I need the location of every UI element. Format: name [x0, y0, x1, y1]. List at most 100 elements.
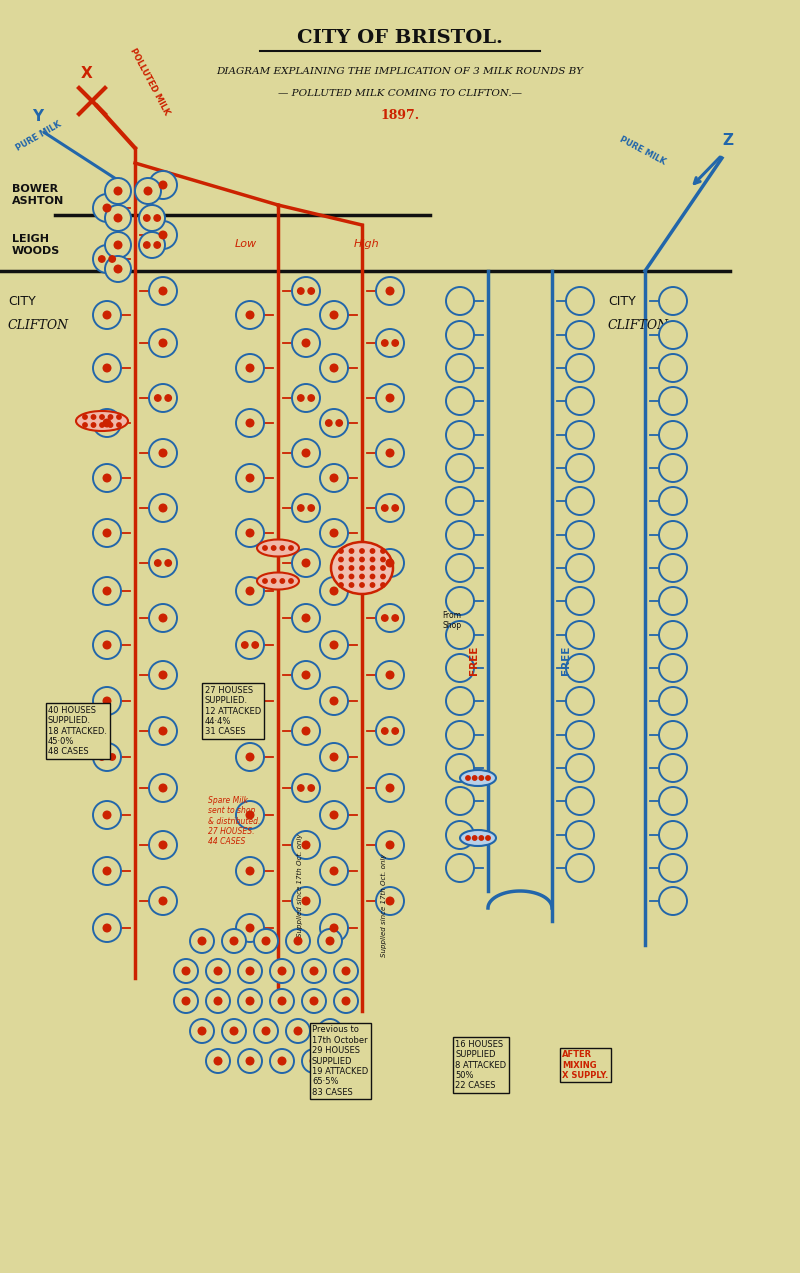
Circle shape — [100, 415, 104, 419]
Circle shape — [392, 728, 398, 735]
Circle shape — [659, 621, 687, 649]
Circle shape — [280, 579, 285, 583]
Circle shape — [330, 364, 338, 372]
Circle shape — [381, 549, 386, 554]
Circle shape — [446, 621, 474, 649]
Circle shape — [114, 214, 122, 222]
Circle shape — [479, 836, 483, 840]
Text: Supplied since 17th Oct. only: Supplied since 17th Oct. only — [297, 834, 303, 937]
Circle shape — [386, 784, 394, 792]
Circle shape — [246, 997, 254, 1004]
Circle shape — [318, 1018, 342, 1043]
Circle shape — [230, 1027, 238, 1035]
Circle shape — [242, 642, 248, 648]
Circle shape — [376, 549, 404, 577]
Ellipse shape — [460, 770, 496, 785]
Circle shape — [236, 354, 264, 382]
Circle shape — [103, 587, 110, 594]
Circle shape — [117, 415, 122, 419]
Circle shape — [149, 717, 177, 745]
Circle shape — [108, 415, 113, 419]
Circle shape — [93, 519, 121, 547]
Circle shape — [159, 671, 167, 679]
Circle shape — [566, 754, 594, 782]
Circle shape — [222, 1018, 246, 1043]
Circle shape — [159, 181, 167, 188]
Circle shape — [659, 721, 687, 749]
Circle shape — [154, 560, 161, 566]
Circle shape — [159, 727, 167, 735]
Circle shape — [246, 364, 254, 372]
Circle shape — [370, 583, 374, 587]
Circle shape — [376, 831, 404, 859]
Circle shape — [294, 1027, 302, 1035]
Circle shape — [302, 559, 310, 566]
Text: AFTER
MIXING
X SUPPLY.: AFTER MIXING X SUPPLY. — [562, 1050, 608, 1080]
Circle shape — [165, 395, 171, 401]
Circle shape — [93, 193, 121, 222]
Circle shape — [190, 929, 214, 953]
Circle shape — [446, 654, 474, 682]
Circle shape — [308, 288, 314, 294]
Text: CLIFTON: CLIFTON — [8, 318, 69, 331]
Circle shape — [292, 661, 320, 689]
Circle shape — [302, 339, 310, 346]
Circle shape — [342, 967, 350, 975]
Circle shape — [302, 727, 310, 735]
Circle shape — [154, 395, 161, 401]
Text: BOWER
ASHTON: BOWER ASHTON — [12, 185, 64, 206]
Circle shape — [270, 959, 294, 983]
Circle shape — [114, 187, 122, 195]
Circle shape — [159, 504, 167, 512]
Circle shape — [446, 854, 474, 882]
Circle shape — [446, 821, 474, 849]
Circle shape — [381, 558, 386, 561]
Circle shape — [294, 937, 302, 945]
Circle shape — [254, 929, 278, 953]
Circle shape — [382, 728, 388, 735]
Circle shape — [446, 554, 474, 582]
Circle shape — [286, 1018, 310, 1043]
Circle shape — [236, 687, 264, 715]
Circle shape — [659, 654, 687, 682]
Circle shape — [246, 698, 254, 705]
Circle shape — [91, 423, 96, 428]
Circle shape — [566, 854, 594, 882]
Circle shape — [206, 1049, 230, 1073]
Circle shape — [149, 278, 177, 306]
Circle shape — [93, 577, 121, 605]
Circle shape — [566, 387, 594, 415]
Circle shape — [486, 775, 490, 780]
Circle shape — [271, 579, 276, 583]
Circle shape — [198, 937, 206, 945]
Circle shape — [105, 178, 131, 204]
Circle shape — [566, 621, 594, 649]
Circle shape — [246, 419, 254, 426]
Text: CITY: CITY — [8, 294, 36, 308]
Circle shape — [350, 558, 354, 561]
Circle shape — [381, 565, 386, 570]
Circle shape — [386, 559, 394, 566]
Circle shape — [246, 867, 254, 875]
Circle shape — [262, 937, 270, 945]
Circle shape — [149, 384, 177, 412]
Circle shape — [330, 530, 338, 537]
Circle shape — [109, 256, 115, 262]
Circle shape — [149, 494, 177, 522]
Circle shape — [446, 587, 474, 615]
Circle shape — [270, 989, 294, 1013]
Circle shape — [262, 546, 267, 550]
Circle shape — [320, 801, 348, 829]
Circle shape — [292, 278, 320, 306]
Circle shape — [334, 989, 358, 1013]
Circle shape — [446, 488, 474, 516]
Circle shape — [149, 831, 177, 859]
Circle shape — [370, 549, 374, 554]
Text: High: High — [354, 239, 380, 250]
Text: DIAGRAM EXPLAINING THE IMPLICATION OF 3 MILK ROUNDS BY: DIAGRAM EXPLAINING THE IMPLICATION OF 3 … — [217, 66, 583, 75]
Circle shape — [310, 1057, 318, 1064]
Circle shape — [330, 698, 338, 705]
Circle shape — [149, 887, 177, 915]
Circle shape — [292, 831, 320, 859]
Circle shape — [486, 836, 490, 840]
